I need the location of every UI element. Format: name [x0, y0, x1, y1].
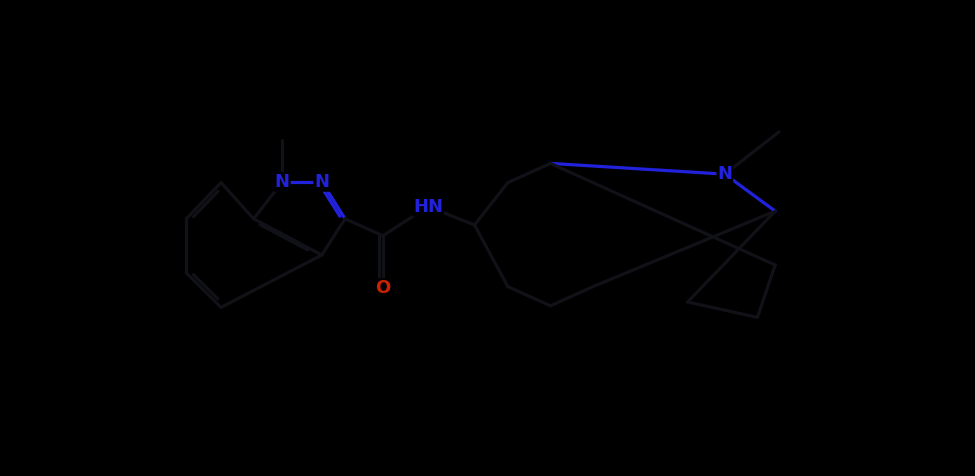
Text: N: N [275, 173, 290, 191]
Text: N: N [314, 173, 330, 191]
Text: N: N [718, 165, 732, 183]
Text: HN: HN [413, 198, 443, 216]
Text: O: O [375, 279, 391, 297]
